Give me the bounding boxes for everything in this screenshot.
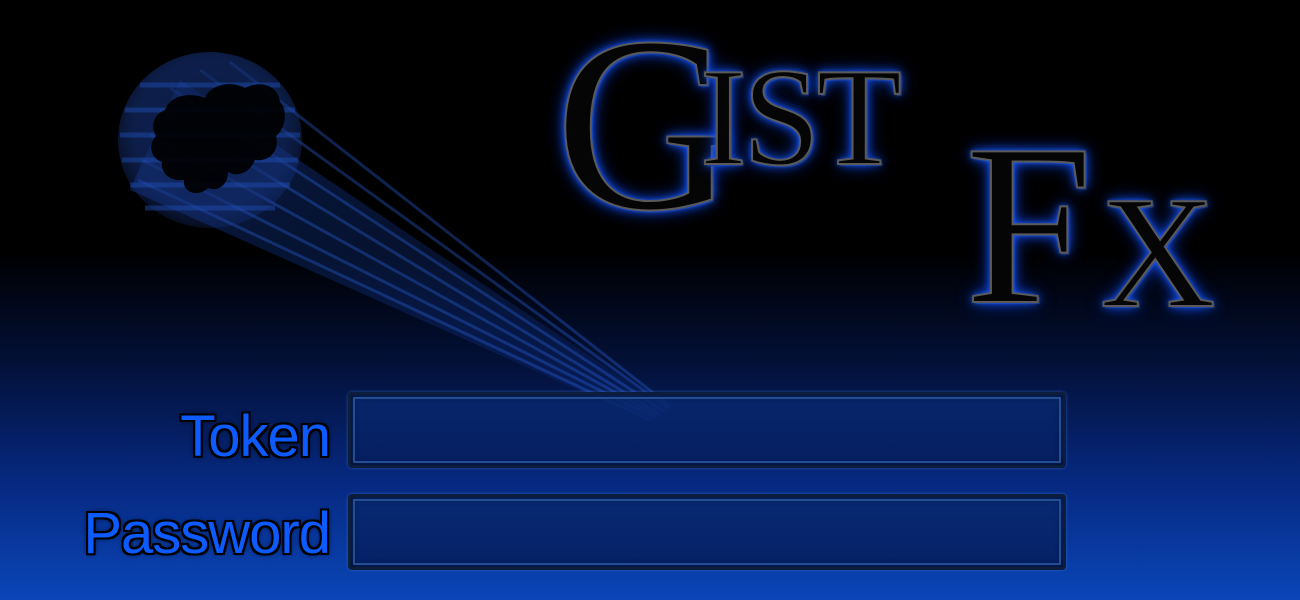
token-input[interactable] — [348, 392, 1066, 468]
password-label: Password — [83, 501, 331, 566]
logo-letters-ist: IST — [699, 40, 903, 195]
comet-mascot-icon — [118, 52, 671, 422]
logo-letter-f: F — [964, 97, 1094, 352]
logo-letter-x: X — [1099, 163, 1217, 341]
token-label: Token — [180, 404, 331, 469]
password-input[interactable] — [348, 494, 1066, 570]
logo-letter-g: G — [554, 0, 737, 263]
